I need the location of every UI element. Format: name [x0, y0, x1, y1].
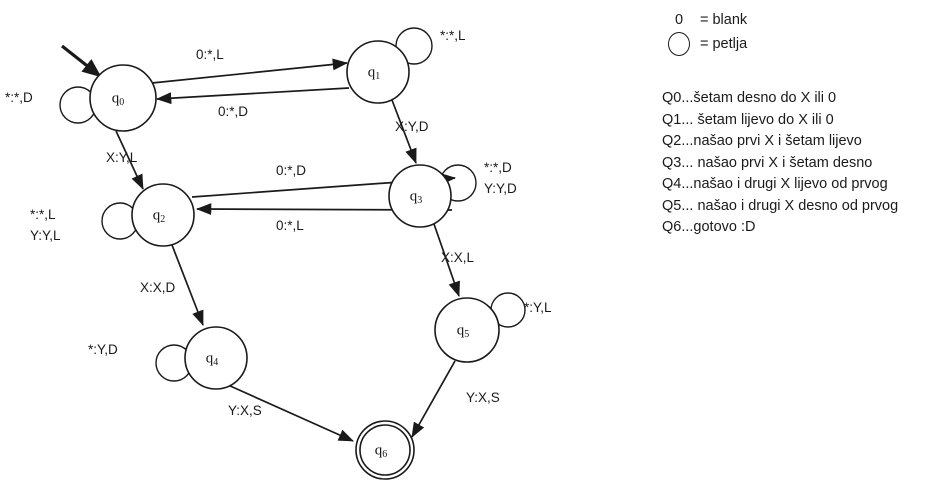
transition-label-q4-q6: Y:X,S	[228, 403, 262, 418]
state-description-q3: Q3... našao prvi X i šetam desno	[662, 154, 873, 171]
self-loop-label-q2-line2: Y:Y,L	[30, 228, 61, 243]
state-description-q2: Q2...našao prvi X i šetam lijevo	[662, 133, 862, 149]
self-loop-label-q5: *:Y,L	[524, 300, 552, 315]
edge-q5-q6	[411, 360, 456, 438]
state-node-q4[interactable]: q4	[184, 326, 248, 390]
self-loop-label-q0: *:*,D	[5, 90, 33, 105]
state-circle-q4	[184, 326, 248, 390]
state-description-q5: Q5... našao i drugi X desno od prvog	[662, 197, 899, 214]
blank-symbol: 0	[674, 12, 684, 28]
start-arrow	[61, 44, 102, 78]
edge-q1-q3	[391, 99, 417, 164]
transition-label-q5-q6: Y:X,S	[466, 390, 500, 405]
state-node-q2[interactable]: q2	[131, 183, 195, 247]
state-node-q5[interactable]: q5	[434, 297, 500, 363]
state-description-q0: Q0...šetam desno do X ili 0	[662, 90, 837, 106]
state-description-q6: Q6...gotovo :D	[662, 219, 756, 235]
state-node-q0[interactable]: q0	[89, 64, 157, 132]
transition-label-q3-q5: X:X,L	[441, 250, 475, 265]
transition-label-q2-q3: 0:*,D	[276, 163, 307, 178]
edge-q3-q5	[433, 223, 460, 297]
state-circle-q1	[346, 40, 410, 104]
legend-label-loop: = petlja	[700, 36, 748, 52]
transition-label-q0-q2: X:Y,L	[106, 150, 138, 165]
self-loop-label-q3-line1: *:*,D	[484, 160, 512, 175]
transition-label-q3-q2: 0:*,L	[276, 218, 304, 233]
state-circle-q5	[434, 297, 500, 363]
legend-row-loop: = petlja	[662, 32, 948, 56]
state-node-q3[interactable]: q3	[388, 164, 452, 228]
edge-q0-q2	[115, 130, 144, 190]
self-loop-label-q2-line1: *:*,L	[30, 207, 56, 222]
state-circle-q0	[89, 64, 157, 132]
edge-q0-q1	[151, 58, 349, 84]
legend-row-blank: 0 = blank	[662, 8, 948, 32]
legend: 0 = blank = petlja	[662, 8, 948, 56]
state-circle-q2	[131, 183, 195, 247]
edge-q4-q6	[227, 384, 354, 442]
transition-label-q1-q3: X:Y,D	[395, 119, 429, 134]
transition-label-q0-q1: 0:*,L	[196, 47, 224, 62]
state-circle-q6-inner	[359, 424, 411, 476]
transition-label-q1-q0: 0:*,D	[218, 104, 249, 119]
edge-q2-q4	[171, 244, 204, 326]
loop-circle-icon	[662, 32, 696, 56]
self-loop-label-q1: *:*,L	[440, 28, 466, 43]
state-node-q6[interactable]: q6	[355, 420, 415, 480]
state-node-q1[interactable]: q1	[346, 40, 410, 104]
state-description-q4: Q4...našao i drugi X lijevo od prvog	[662, 176, 888, 192]
self-loop-label-q3-line2: Y:Y,D	[484, 181, 517, 196]
state-circle-q3	[388, 164, 452, 228]
self-loop-label-q4: *:Y,D	[88, 342, 118, 357]
legend-label-blank: = blank	[700, 12, 748, 28]
transition-label-q2-q4: X:X,D	[140, 280, 176, 295]
state-description-q1: Q1... šetam lijevo do X ili 0	[662, 111, 834, 128]
edge-q1-q0	[155, 87, 350, 105]
state-descriptions: Q0...šetam desno do X ili 0 Q1... šetam …	[662, 88, 948, 239]
